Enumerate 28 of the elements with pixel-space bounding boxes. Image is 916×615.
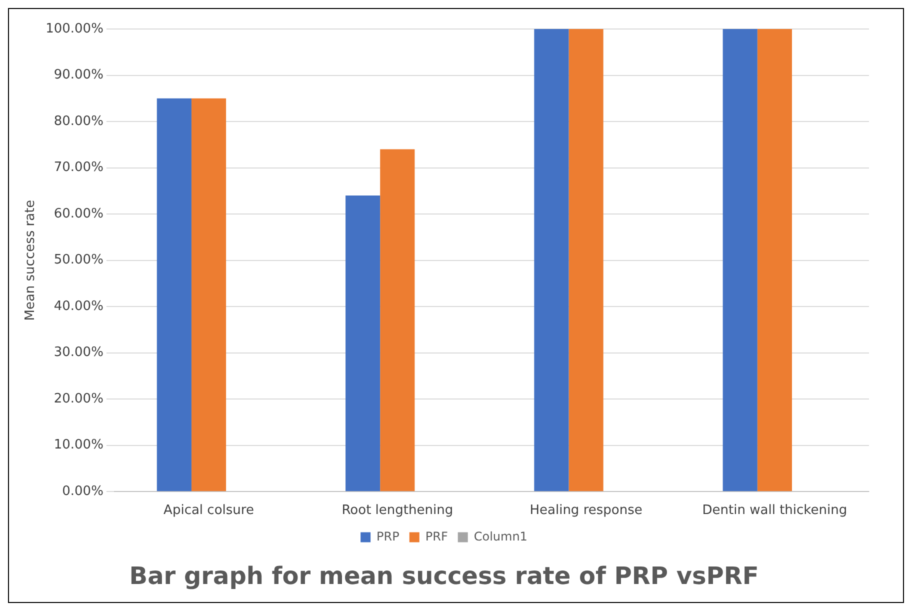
y-tick-label: 100.00% <box>46 21 104 36</box>
x-tick-label: Root lengthening <box>342 502 454 518</box>
y-tick-label: 70.00% <box>54 160 104 176</box>
bar <box>346 196 380 492</box>
y-tick-label: 20.00% <box>54 391 104 406</box>
y-axis-title: Mean success rate <box>23 200 38 321</box>
y-tick-label: 30.00% <box>54 345 104 360</box>
y-tick-label: 60.00% <box>54 206 104 222</box>
y-tick-label: 40.00% <box>54 298 104 314</box>
text: Bar graph for mean success rate of PRP vsPRF <box>129 562 759 590</box>
y-tick-label: 90.00% <box>54 68 104 83</box>
legend-label: PRP <box>376 529 400 544</box>
bar <box>568 29 604 492</box>
legend-label: Column1 <box>474 529 528 544</box>
y-tick-label: 80.00% <box>54 114 104 129</box>
legend-label: PRF <box>425 529 448 544</box>
y-tick-label: 10.00% <box>54 438 104 453</box>
bar <box>757 29 792 492</box>
y-tick-label: 50.00% <box>54 252 104 268</box>
y-tick-label: 0.00% <box>62 484 104 499</box>
bar <box>722 29 758 492</box>
x-tick-label: Dentin wall thickening <box>702 502 848 518</box>
x-tick-label: Apical colsure <box>164 502 254 518</box>
bar <box>534 29 569 492</box>
bar <box>191 98 226 492</box>
bar <box>380 149 415 492</box>
bar <box>156 98 192 492</box>
x-tick-label: Healing response <box>530 502 642 518</box>
